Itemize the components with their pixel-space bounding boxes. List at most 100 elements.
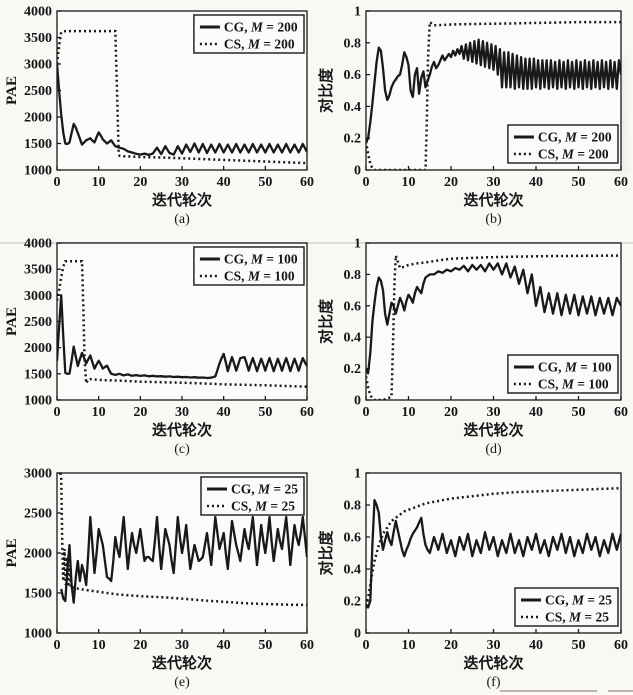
series-line-cg: [57, 63, 307, 157]
x-tick-label: 20: [133, 638, 147, 653]
scan-row-separator: [0, 242, 633, 244]
x-tick-label: 10: [402, 175, 416, 190]
legend-label: CG, M = 100: [224, 252, 298, 267]
x-axis-title: 迭代轮次: [152, 191, 212, 209]
x-tick-label: 30: [175, 405, 189, 420]
subplot-caption: (d): [485, 442, 502, 457]
y-tick-label: 3000: [24, 467, 52, 482]
y-tick-label: 2500: [24, 507, 52, 522]
legend: CG, M = 100 CS, M = 100: [507, 354, 619, 394]
legend-label: CS, M = 200: [224, 37, 295, 52]
y-tick-label: 2000: [24, 111, 52, 126]
y-tick-label: 0.2: [344, 362, 362, 377]
y-tick-label: 0.4: [344, 100, 362, 115]
chart-f-contrast-m25: 00.20.40.60.810 10 20 30 40 50 60对比度迭代轮次(f)CG,…: [317, 467, 628, 691]
x-tick-label: 0: [54, 405, 61, 420]
legend-label: CG, M = 200: [538, 130, 612, 145]
x-tick-label: 0: [363, 405, 370, 420]
x-tick-label: 50: [258, 175, 272, 190]
legend: CG, M = 25 CS, M = 25: [200, 476, 305, 516]
x-tick-label: 50: [258, 638, 272, 653]
scan-bottom-rule-right: [608, 690, 633, 692]
x-tick-label: 0: [363, 638, 370, 653]
y-axis-title: PAE: [4, 539, 20, 568]
y-tick-label: 1500: [24, 137, 52, 152]
y-tick-label: 0.8: [344, 36, 362, 51]
y-tick-label: 0.4: [344, 563, 362, 578]
x-tick-label: 60: [614, 638, 628, 653]
y-axis-title: PAE: [4, 76, 20, 105]
chart-cell-d: 0 0.2 0.4 0.6 0.8 1 0 10 20 30 40 50 60 对比度 迭代轮次 (d) CG,…: [316, 232, 633, 462]
y-tick-label: 0.8: [344, 499, 362, 514]
x-axis-title: 迭代轮次: [152, 654, 212, 672]
chart-d-contrast-m100: 00.20.40.60.810 10 20 30 40 50 60对比度迭代轮次(d)CG,…: [317, 237, 628, 458]
chart-cell-e: 1000 1500 2000 2500 3000 0 10 20 30 40 50 60 PAE 迭代轮次…: [0, 462, 316, 695]
chart-c-pae-m100: 1000 1500 2000 2500 3000 3500 4000 0 10 20 30 40 50 6…: [4, 237, 314, 458]
y-tick-label: 4000: [24, 5, 52, 20]
y-tick-label: 1500: [24, 587, 52, 602]
subplot-caption: (c): [174, 442, 190, 457]
series-line-cg: [366, 499, 621, 609]
subplot-caption: (b): [485, 212, 502, 227]
y-axis-title: 对比度: [317, 530, 335, 576]
y-tick-label: 4000: [24, 237, 52, 252]
x-tick-label: 40: [217, 175, 231, 190]
chart-cell-b: 0 0.2 0.4 0.6 0.8 1 0 10 20 30 40 50 60 对比度 迭代轮次 (b) CG,…: [316, 0, 633, 232]
x-tick-label: 0: [54, 638, 61, 653]
y-axis-title: 对比度: [317, 67, 335, 113]
y-tick-label: 3500: [24, 263, 52, 278]
y-tick-label: 2000: [24, 341, 52, 356]
scan-bottom-rule-left: [500, 690, 597, 692]
x-tick-label: 60: [300, 638, 314, 653]
legend: CG, M = 200 CS, M = 200: [193, 14, 305, 54]
y-tick-label: 3000: [24, 289, 52, 304]
x-tick-label: 10: [92, 175, 106, 190]
legend: CG, M = 25 CS, M = 25: [514, 587, 619, 627]
x-tick-label: 60: [614, 175, 628, 190]
y-tick-label: 0: [354, 394, 361, 409]
x-tick-label: 10: [92, 405, 106, 420]
legend: CG, M = 100 CS, M = 100: [193, 246, 305, 286]
y-tick-label: 1500: [24, 367, 52, 382]
x-tick-label: 0: [363, 175, 370, 190]
y-tick-label: 0.2: [344, 132, 362, 147]
y-tick-label: 0.6: [344, 299, 362, 314]
legend-label: CS, M = 25: [231, 499, 295, 514]
x-axis-title: 迭代轮次: [152, 421, 212, 439]
x-tick-label: 30: [487, 405, 501, 420]
x-tick-label: 50: [258, 405, 272, 420]
y-tick-label: 1000: [24, 627, 52, 642]
x-tick-label: 30: [175, 175, 189, 190]
chart-cell-c: 1000 1500 2000 2500 3000 3500 4000 0 10 20 30 40 50 6…: [0, 232, 316, 462]
series-line-cs: [59, 473, 307, 607]
y-tick-label: 1: [354, 5, 361, 20]
x-tick-label: 50: [572, 638, 586, 653]
x-tick-label: 50: [572, 405, 586, 420]
legend-label: CG, M = 200: [224, 20, 298, 35]
x-tick-label: 20: [444, 638, 458, 653]
chart-a-pae-m200: 1000 1500 2000 2500 3000 3500 4000 0 10 20 30 40 50 6…: [4, 5, 314, 228]
x-tick-label: 20: [444, 405, 458, 420]
chart-cell-f: 0 0.2 0.4 0.6 0.8 1 0 10 20 30 40 50 60 对比度 迭代轮次 (f) CG,…: [316, 462, 633, 695]
y-axis-title: 对比度: [317, 298, 335, 344]
x-tick-label: 40: [529, 175, 543, 190]
series-line-cs: [366, 486, 621, 607]
legend-label: CS, M = 25: [545, 610, 609, 625]
y-tick-label: 1: [354, 237, 361, 252]
legend-label: CG, M = 25: [545, 593, 612, 608]
legend-label: CG, M = 25: [231, 482, 298, 497]
y-tick-label: 1000: [24, 394, 52, 409]
x-tick-label: 10: [402, 638, 416, 653]
series-line-cg: [60, 515, 307, 604]
legend: CG, M = 200 CS, M = 200: [507, 124, 619, 164]
x-tick-label: 50: [572, 175, 586, 190]
x-axis-title: 迭代轮次: [463, 191, 523, 209]
y-tick-label: 0.6: [344, 531, 362, 546]
x-tick-label: 60: [614, 405, 628, 420]
x-tick-label: 20: [133, 405, 147, 420]
x-tick-label: 60: [300, 175, 314, 190]
y-tick-label: 1: [354, 467, 361, 482]
subplot-caption: (a): [174, 212, 190, 227]
x-tick-label: 20: [133, 175, 147, 190]
